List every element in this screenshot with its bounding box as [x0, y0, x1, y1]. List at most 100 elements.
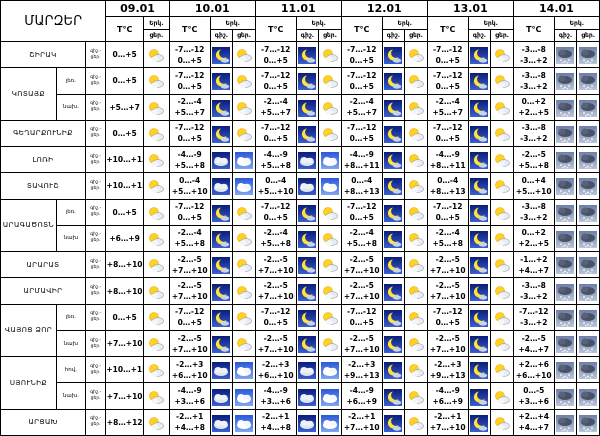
weather-cell: [381, 67, 406, 95]
day-temp: 0…+5: [349, 213, 374, 223]
period-label: գիշ.- ցեր.: [84, 146, 107, 174]
day-label: ցեր.: [90, 264, 101, 270]
temperature-cell: -7…-12 0…+5: [426, 40, 469, 69]
partly-cloudy-icon: [147, 205, 165, 222]
snow-cloud-icon: [556, 362, 575, 380]
day-temp: +7…+10: [343, 265, 380, 275]
moon-icon: [470, 204, 489, 222]
weather-cell: [232, 303, 256, 331]
moon-icon: [298, 257, 317, 275]
subregion-label: նախ: [55, 329, 86, 358]
day-temp: +2…+5: [518, 239, 550, 249]
night-temp: -3…-8: [521, 44, 546, 54]
day-temp: 0…+5: [112, 207, 137, 217]
day-temp: +4…+7: [518, 265, 550, 275]
region-name: ԱՐՄԱՎԻՐ: [0, 277, 86, 305]
partly-cloudy-icon: [321, 336, 339, 353]
moon-icon: [298, 230, 317, 248]
partly-cloudy-icon: [407, 231, 425, 248]
day-temp: 0…+5: [177, 81, 202, 91]
night-label: գիշ.-: [90, 101, 102, 107]
night-temp: -2…-4: [349, 97, 374, 107]
moon-icon: [384, 362, 403, 380]
weather-cell: [576, 303, 600, 331]
night-temp: -2…+1: [176, 412, 204, 422]
region-row: ԱՐՄԱՎԻՐ գիշ.- ցեր. +8…+10 -2…-5 +7…+10 -2…-5 +7…: [0, 277, 600, 305]
day-temp: +5…+7: [432, 108, 463, 118]
moon-icon: [384, 388, 403, 406]
day-temp: +4…+8: [260, 423, 291, 433]
night-temp: 0…-4: [351, 175, 373, 185]
partly-cloudy-icon: [235, 310, 253, 327]
weather-cell: [232, 93, 256, 121]
day-label: ցեր.: [90, 107, 101, 113]
weather-cell: [404, 40, 428, 69]
partly-cloudy-icon: [407, 100, 425, 117]
night-temp: -7…-12: [175, 202, 205, 212]
moon-icon: [298, 283, 317, 301]
temperature-cell: -7…-12 0…+5: [340, 303, 383, 331]
night-temp: -2…-5: [521, 333, 546, 343]
moon-icon: [298, 336, 317, 354]
partly-cloudy-icon: [493, 257, 511, 274]
night-temp: -2…-5: [177, 281, 202, 291]
moon-icon: [212, 73, 231, 91]
weather-cell: [209, 251, 234, 279]
day-temp: 0…+5: [112, 312, 137, 322]
partly-cloudy-icon: [147, 336, 165, 353]
night-label: գիշ.-: [90, 337, 102, 343]
weather-cell: [404, 172, 428, 200]
day-temp: 0…+5: [177, 213, 202, 223]
day-temp: +6…+9: [432, 397, 463, 407]
temperature-cell: -7…-12 0…+5: [168, 40, 211, 69]
snow-cloud-icon: [579, 230, 598, 248]
weather-cell: [467, 93, 492, 121]
day-temp: 0…+5: [435, 55, 460, 65]
night-label: գիշ.-: [90, 363, 102, 369]
partly-cloudy-icon: [235, 257, 253, 274]
weather-cell: [553, 146, 578, 174]
weather-cell: [404, 146, 428, 174]
weather-cell: [318, 224, 342, 253]
region-row: ՎԱՅՈՑ ՁՈՐ լեռ. գիշ.- ցեր. 0…+5 -7…-12 0…+5 -7…-…: [0, 303, 600, 358]
weather-cell: [490, 198, 514, 226]
night-temp: -7…-12: [347, 307, 377, 317]
weather-cell: [232, 277, 256, 305]
night-temp: -2…+3: [434, 359, 462, 369]
night-label: գիշ.-: [90, 232, 102, 238]
partly-cloudy-icon: [407, 205, 425, 222]
temperature-cell: -3…-8 -3…+2: [512, 119, 555, 148]
weather-cell: [467, 172, 492, 200]
moon-icon: [384, 336, 403, 354]
region-name: ԼՈՌԻ: [0, 146, 86, 174]
weather-cell: [467, 277, 492, 305]
weather-cell: [209, 356, 234, 384]
night-temp: -4…-9: [349, 149, 374, 159]
snow-cloud-icon: [579, 414, 598, 432]
weather-cell: [142, 356, 170, 384]
temp-header: T°C: [105, 16, 144, 42]
partly-cloudy-icon: [407, 152, 425, 169]
partly-cloudy-icon: [407, 336, 425, 353]
weather-cell: [553, 198, 578, 226]
weather-cell: [209, 67, 234, 95]
moon-icon: [212, 47, 231, 65]
weather-cell: [295, 251, 320, 279]
temperature-cell: +7…+10: [105, 382, 144, 410]
day-temp: +5…+8: [432, 239, 463, 249]
night-temp: -2…-4: [263, 228, 288, 238]
day-temp: -3…+2: [520, 134, 548, 144]
night-temp: -2…-5: [349, 254, 374, 264]
temperature-cell: -2…-5 +7…+10: [168, 251, 211, 279]
night-label: գիշ.-: [90, 153, 102, 159]
weather-cell: [318, 67, 342, 95]
temperature-cell: -7…-12 0…+5: [254, 119, 297, 148]
day-label: ցեր.: [90, 343, 101, 349]
weather-cell: [553, 172, 578, 200]
day-temp: 0…+5: [435, 134, 460, 144]
cloudy-day-icon: [321, 414, 339, 432]
period-label: գիշ.- ցեր.: [84, 382, 107, 410]
night-temp: -7…-12: [261, 202, 291, 212]
moon-icon: [470, 283, 489, 301]
temperature-cell: -7…-12 0…+5: [340, 67, 383, 95]
